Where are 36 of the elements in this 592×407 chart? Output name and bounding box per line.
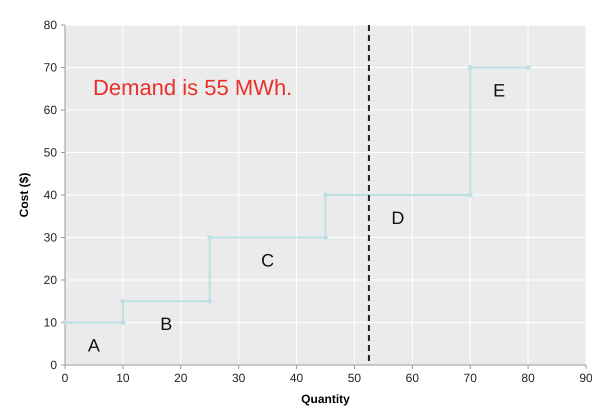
x-tick-label: 80 (521, 371, 536, 385)
annotation: E (493, 80, 506, 100)
point (207, 298, 212, 304)
y-tick-label: 70 (44, 60, 58, 74)
point (323, 235, 328, 240)
y-tick-label: 80 (44, 18, 58, 32)
point (323, 192, 328, 198)
x-tick-label: 30 (232, 371, 246, 385)
y-tick-label: 60 (44, 103, 58, 117)
point (468, 65, 473, 70)
x-tick-label: 60 (406, 371, 420, 385)
point (207, 235, 212, 240)
y-tick-label: 40 (44, 188, 58, 202)
y-tick-label: 50 (44, 146, 58, 160)
x-tick-label: 10 (116, 371, 130, 385)
annotation: D (391, 208, 404, 228)
annotation: C (261, 250, 274, 270)
y-tick-label: 20 (44, 273, 58, 287)
point (526, 65, 531, 70)
point (120, 298, 126, 304)
x-tick-label: 90 (579, 371, 592, 385)
x-tick-label: 20 (174, 371, 188, 385)
annotation: B (160, 314, 172, 334)
y-tick-label: 30 (44, 230, 58, 244)
y-tick-label: 0 (50, 358, 58, 372)
x-axis-title: Quantity (301, 392, 350, 406)
x-tick-label: 50 (348, 371, 362, 385)
y-tick-label: 10 (44, 316, 58, 330)
x-tick-label: 40 (290, 371, 304, 385)
annotation: Demand is 55 MWh. (93, 75, 292, 100)
y-axis-title: Cost ($) (17, 172, 31, 218)
annotation: A (88, 335, 100, 356)
x-tick-label: 0 (62, 371, 69, 385)
point (468, 192, 473, 198)
x-tick-label: 70 (464, 371, 478, 385)
point (120, 320, 126, 325)
